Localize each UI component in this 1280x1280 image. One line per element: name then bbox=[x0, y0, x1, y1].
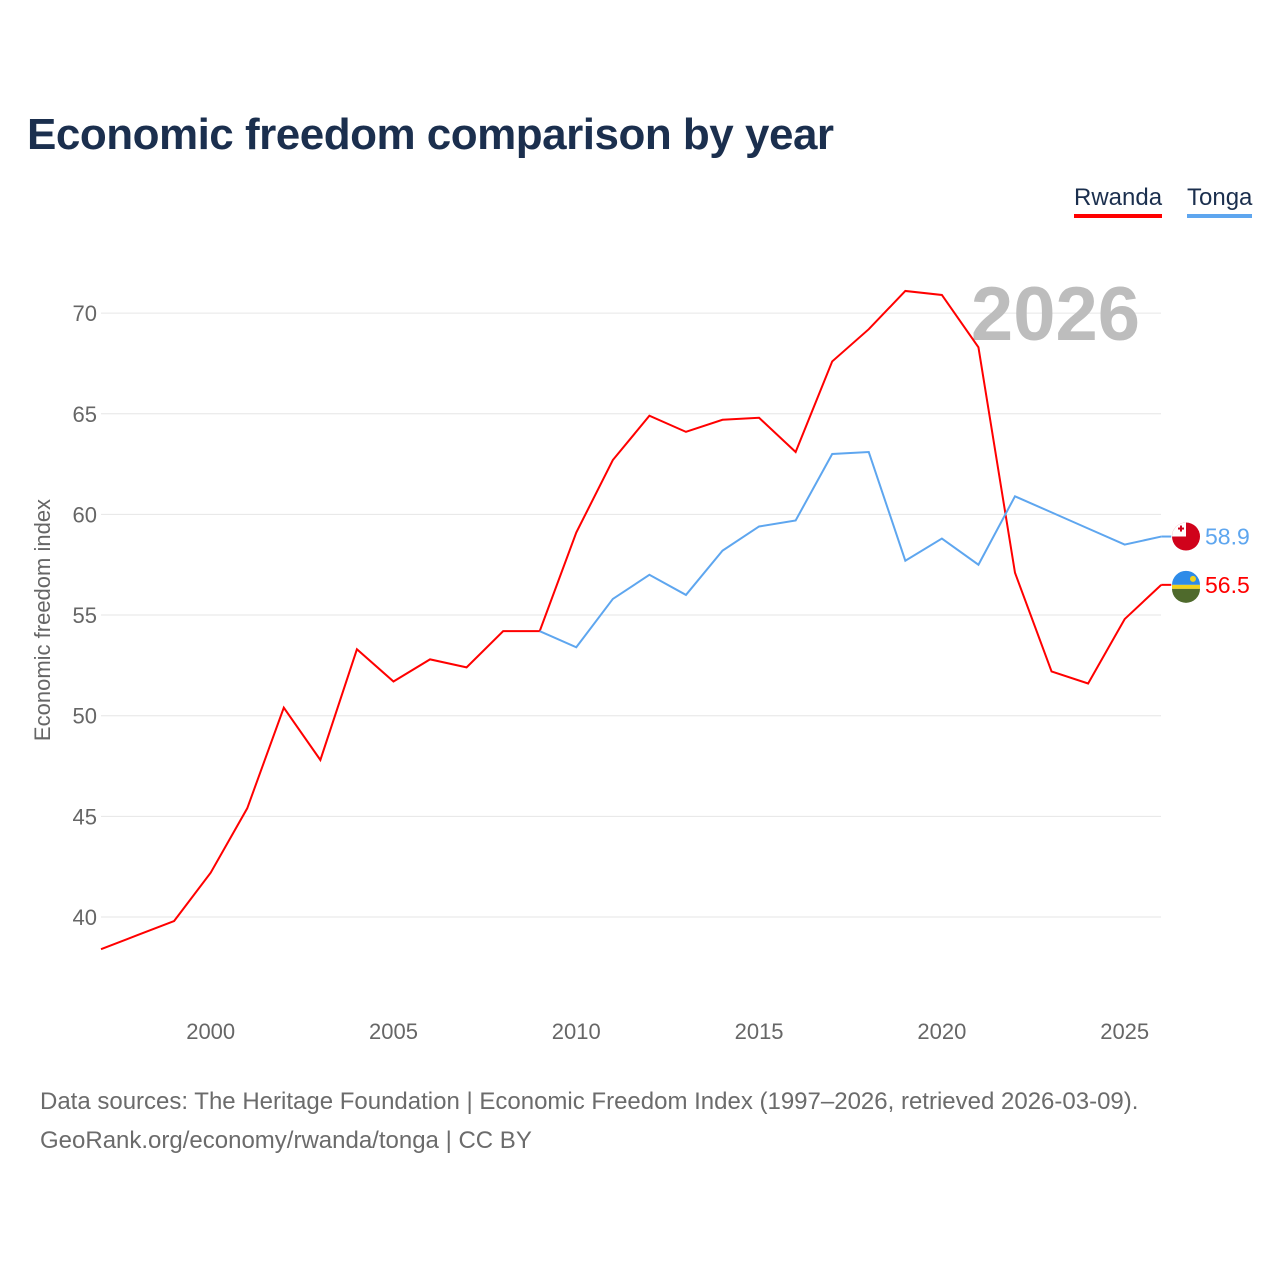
x-tick-label: 2025 bbox=[1100, 1019, 1149, 1044]
y-tick-label: 45 bbox=[73, 804, 97, 829]
y-tick-label: 60 bbox=[73, 502, 97, 527]
x-tick-label: 2005 bbox=[369, 1019, 418, 1044]
end-value-label: 56.5 bbox=[1205, 572, 1250, 598]
series-line-tonga bbox=[539, 450, 1162, 649]
legend-tonga[interactable]: Tonga bbox=[1187, 184, 1253, 218]
chart-title: Economic freedom comparison by year bbox=[27, 110, 834, 159]
y-axis-label: Economic freedom index bbox=[30, 499, 55, 741]
y-tick-label: 40 bbox=[73, 905, 97, 930]
x-tick-label: 2020 bbox=[917, 1019, 966, 1044]
legend-rwanda[interactable]: Rwanda bbox=[1074, 184, 1163, 218]
x-tick-label: 2000 bbox=[186, 1019, 235, 1044]
year-watermark: 2026 bbox=[971, 272, 1140, 357]
y-tick-label: 70 bbox=[73, 301, 97, 326]
series-line-rwanda bbox=[100, 289, 1162, 951]
x-tick-label: 2015 bbox=[735, 1019, 784, 1044]
y-tick-label: 65 bbox=[73, 402, 97, 427]
rwanda-flag-icon bbox=[1172, 570, 1200, 603]
source-link[interactable]: GeoRank.org/economy/rwanda/tonga | CC BY bbox=[40, 1127, 532, 1154]
x-tick-label: 2010 bbox=[552, 1019, 601, 1044]
y-tick-label: 55 bbox=[73, 603, 97, 628]
y-tick-label: 50 bbox=[73, 704, 97, 729]
tonga-flag-icon bbox=[1172, 522, 1200, 551]
end-value-label: 58.9 bbox=[1205, 524, 1250, 550]
source-line: Data sources: The Heritage Foundation | … bbox=[40, 1088, 1139, 1115]
